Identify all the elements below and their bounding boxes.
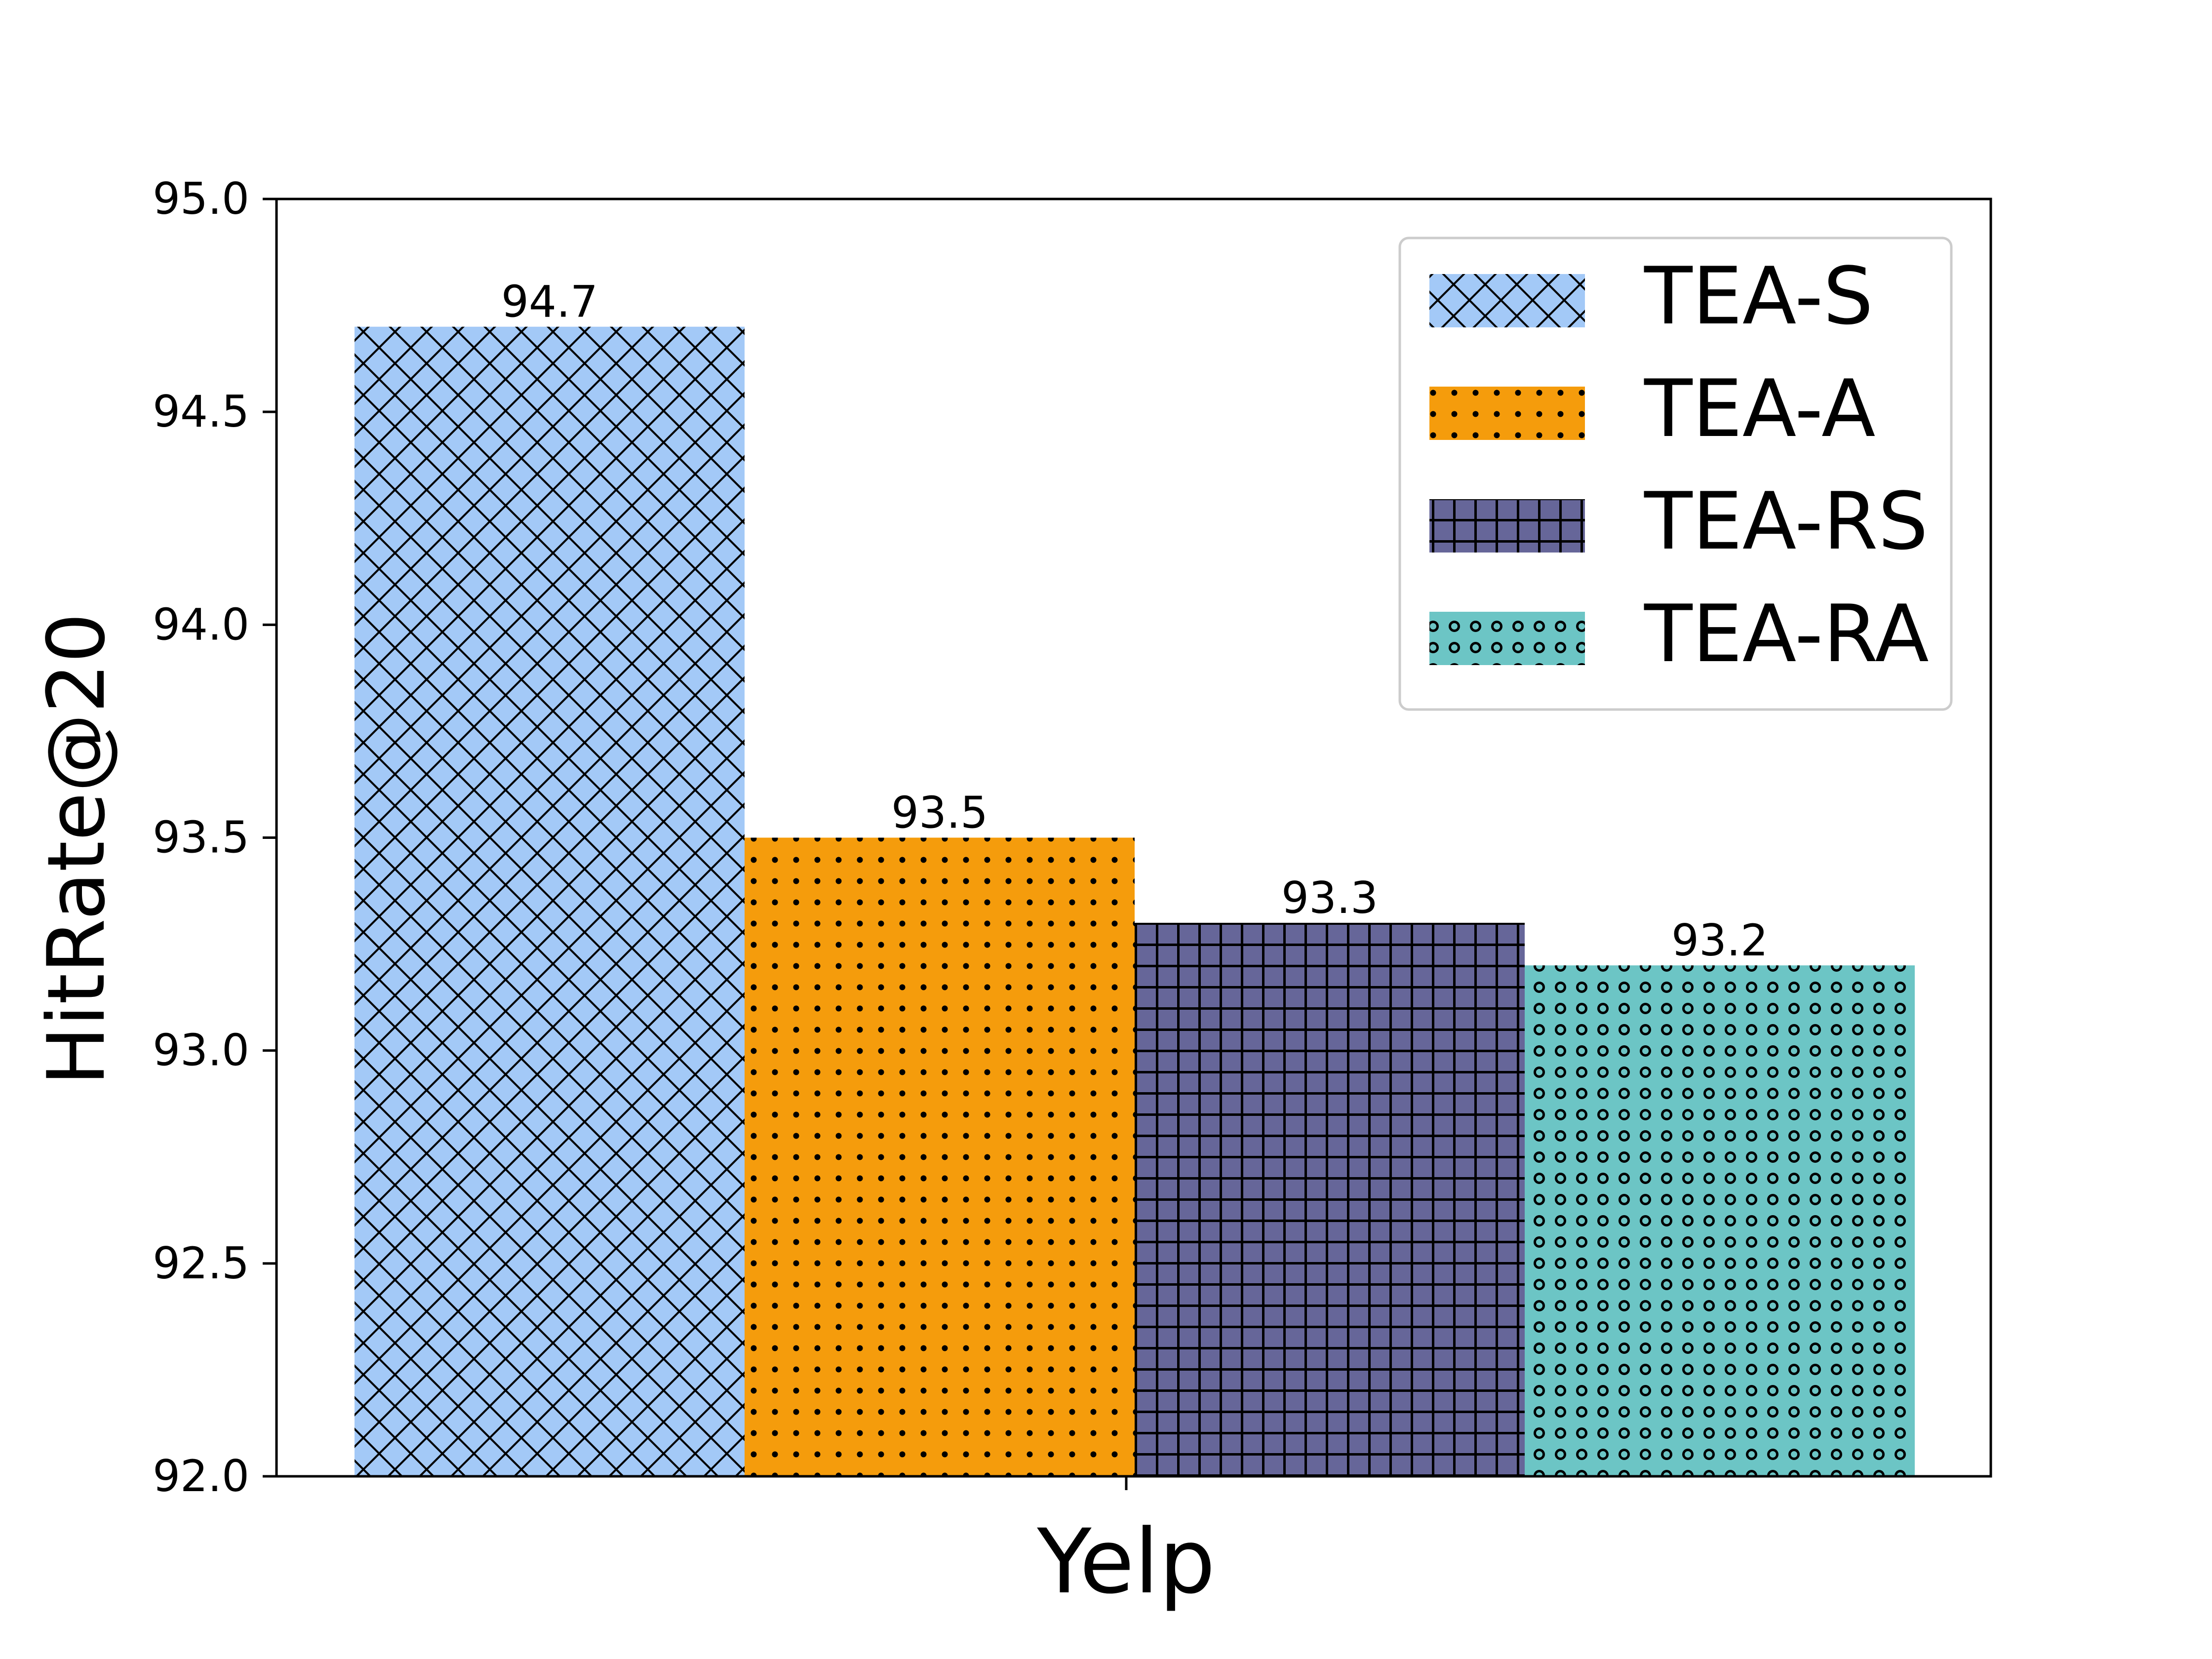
x-axis: Yelp [1036, 1476, 1216, 1614]
y-tick-label: 94.0 [153, 599, 249, 650]
legend-label-tea-ra: TEA-RA [1644, 588, 1929, 680]
value-label-tea-ra: 93.2 [1671, 915, 1768, 966]
legend-swatch-tea-ra [1429, 612, 1585, 665]
value-label-tea-rs: 93.3 [1281, 872, 1378, 923]
bar-tea-s [355, 326, 745, 1477]
bars-group [355, 326, 1915, 1477]
value-label-tea-a: 93.5 [891, 788, 988, 838]
bar-tea-ra [1525, 965, 1915, 1476]
bar-tea-a [745, 837, 1135, 1476]
y-tick-label: 92.5 [153, 1238, 249, 1289]
legend-label-tea-s: TEA-S [1644, 250, 1873, 342]
y-tick-label: 95.0 [153, 173, 249, 224]
legend-swatch-tea-a [1429, 387, 1585, 440]
legend-swatch-tea-rs [1429, 499, 1585, 553]
x-tick-label: Yelp [1036, 1510, 1215, 1614]
legend: TEA-S TEA-A TEA-RS TEA-RA [1398, 237, 1953, 711]
y-tick-label: 94.5 [153, 386, 249, 437]
y-tick-label: 93.5 [153, 812, 249, 863]
legend-label-tea-rs: TEA-RS [1644, 475, 1928, 567]
bar-tea-rs [1135, 922, 1525, 1476]
y-tick-label: 93.0 [153, 1025, 249, 1076]
legend-label-tea-a: TEA-A [1644, 362, 1875, 455]
legend-frame [1398, 237, 1953, 711]
value-labels-group: 94.7 93.5 93.3 93.2 [501, 276, 1768, 966]
y-axis-title: HitRate@20 [30, 613, 122, 1086]
legend-swatch-tea-s [1429, 274, 1585, 327]
value-label-tea-s: 94.7 [501, 276, 598, 327]
y-axis: 92.0 92.5 93.0 93.5 94.0 94.5 95.0 [153, 173, 276, 1501]
y-tick-label: 92.0 [153, 1451, 249, 1501]
